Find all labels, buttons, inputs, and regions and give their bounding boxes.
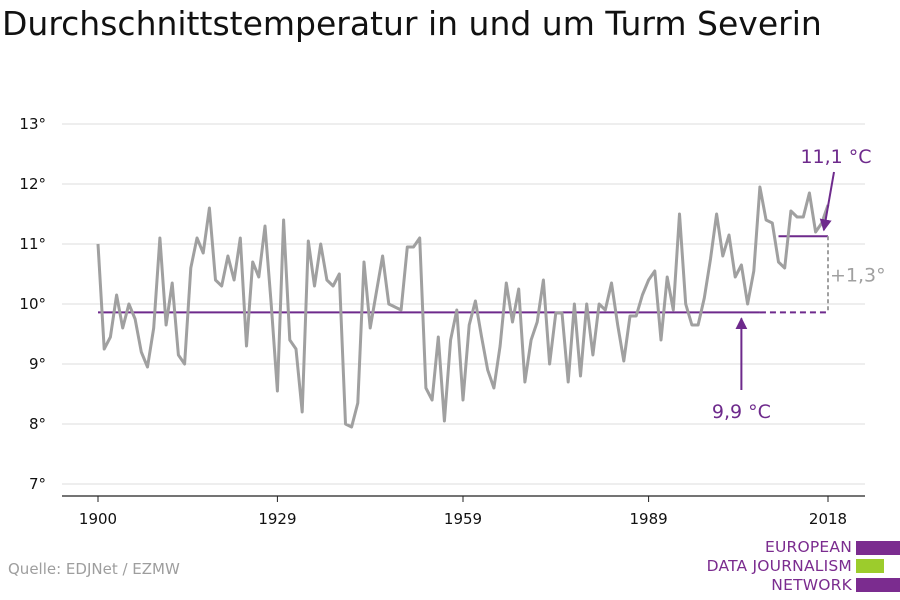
y-tick-label: 9°: [29, 355, 46, 373]
average-lines: [98, 235, 828, 314]
grid-lines: [62, 123, 865, 497]
x-tick-label: 1900: [79, 510, 117, 528]
logo-line-2: DATA JOURNALISM: [706, 557, 852, 575]
logo-bar-purple-bottom: [856, 578, 900, 592]
series-layer: [96, 185, 830, 429]
logo-line-3: NETWORK: [771, 576, 852, 594]
y-tick-label: 10°: [19, 295, 46, 313]
baseline-average-label: 9,9 °C: [712, 401, 771, 423]
y-tick-labels: 7° 8° 9° 10° 11° 12° 13°: [19, 115, 46, 493]
recent-average-label: 11,1 °C: [800, 146, 871, 168]
x-tick-label: 1929: [258, 510, 296, 528]
temperature-series-line: [96, 185, 830, 429]
delta-label: +1,3°: [830, 264, 886, 286]
x-tick-label: 1959: [444, 510, 482, 528]
y-tick-label: 7°: [29, 475, 46, 493]
y-tick-label: 13°: [19, 115, 46, 133]
x-tick-label: 2018: [809, 510, 847, 528]
y-tick-label: 12°: [19, 175, 46, 193]
recent-arrow: [819, 171, 835, 232]
chart-title: Durchschnittstemperatur in und um Turm S…: [2, 4, 822, 43]
logo-bar-purple-top: [856, 541, 900, 555]
logo-line-1: EUROPEAN: [764, 538, 852, 556]
edjnet-logo: EUROPEAN DATA JOURNALISM NETWORK: [700, 538, 900, 598]
y-tick-label: 11°: [19, 235, 46, 253]
source-note: Quelle: EDJNet / EZMW: [8, 560, 180, 578]
logo-bar-green: [856, 559, 884, 573]
y-tick-label: 8°: [29, 415, 46, 433]
x-tick-label: 1989: [629, 510, 667, 528]
x-tick-labels: 1900 1929 1959 1989 2018: [79, 496, 847, 528]
annotations: +1,3° 9,9 °C 11,1 °C: [712, 146, 886, 423]
